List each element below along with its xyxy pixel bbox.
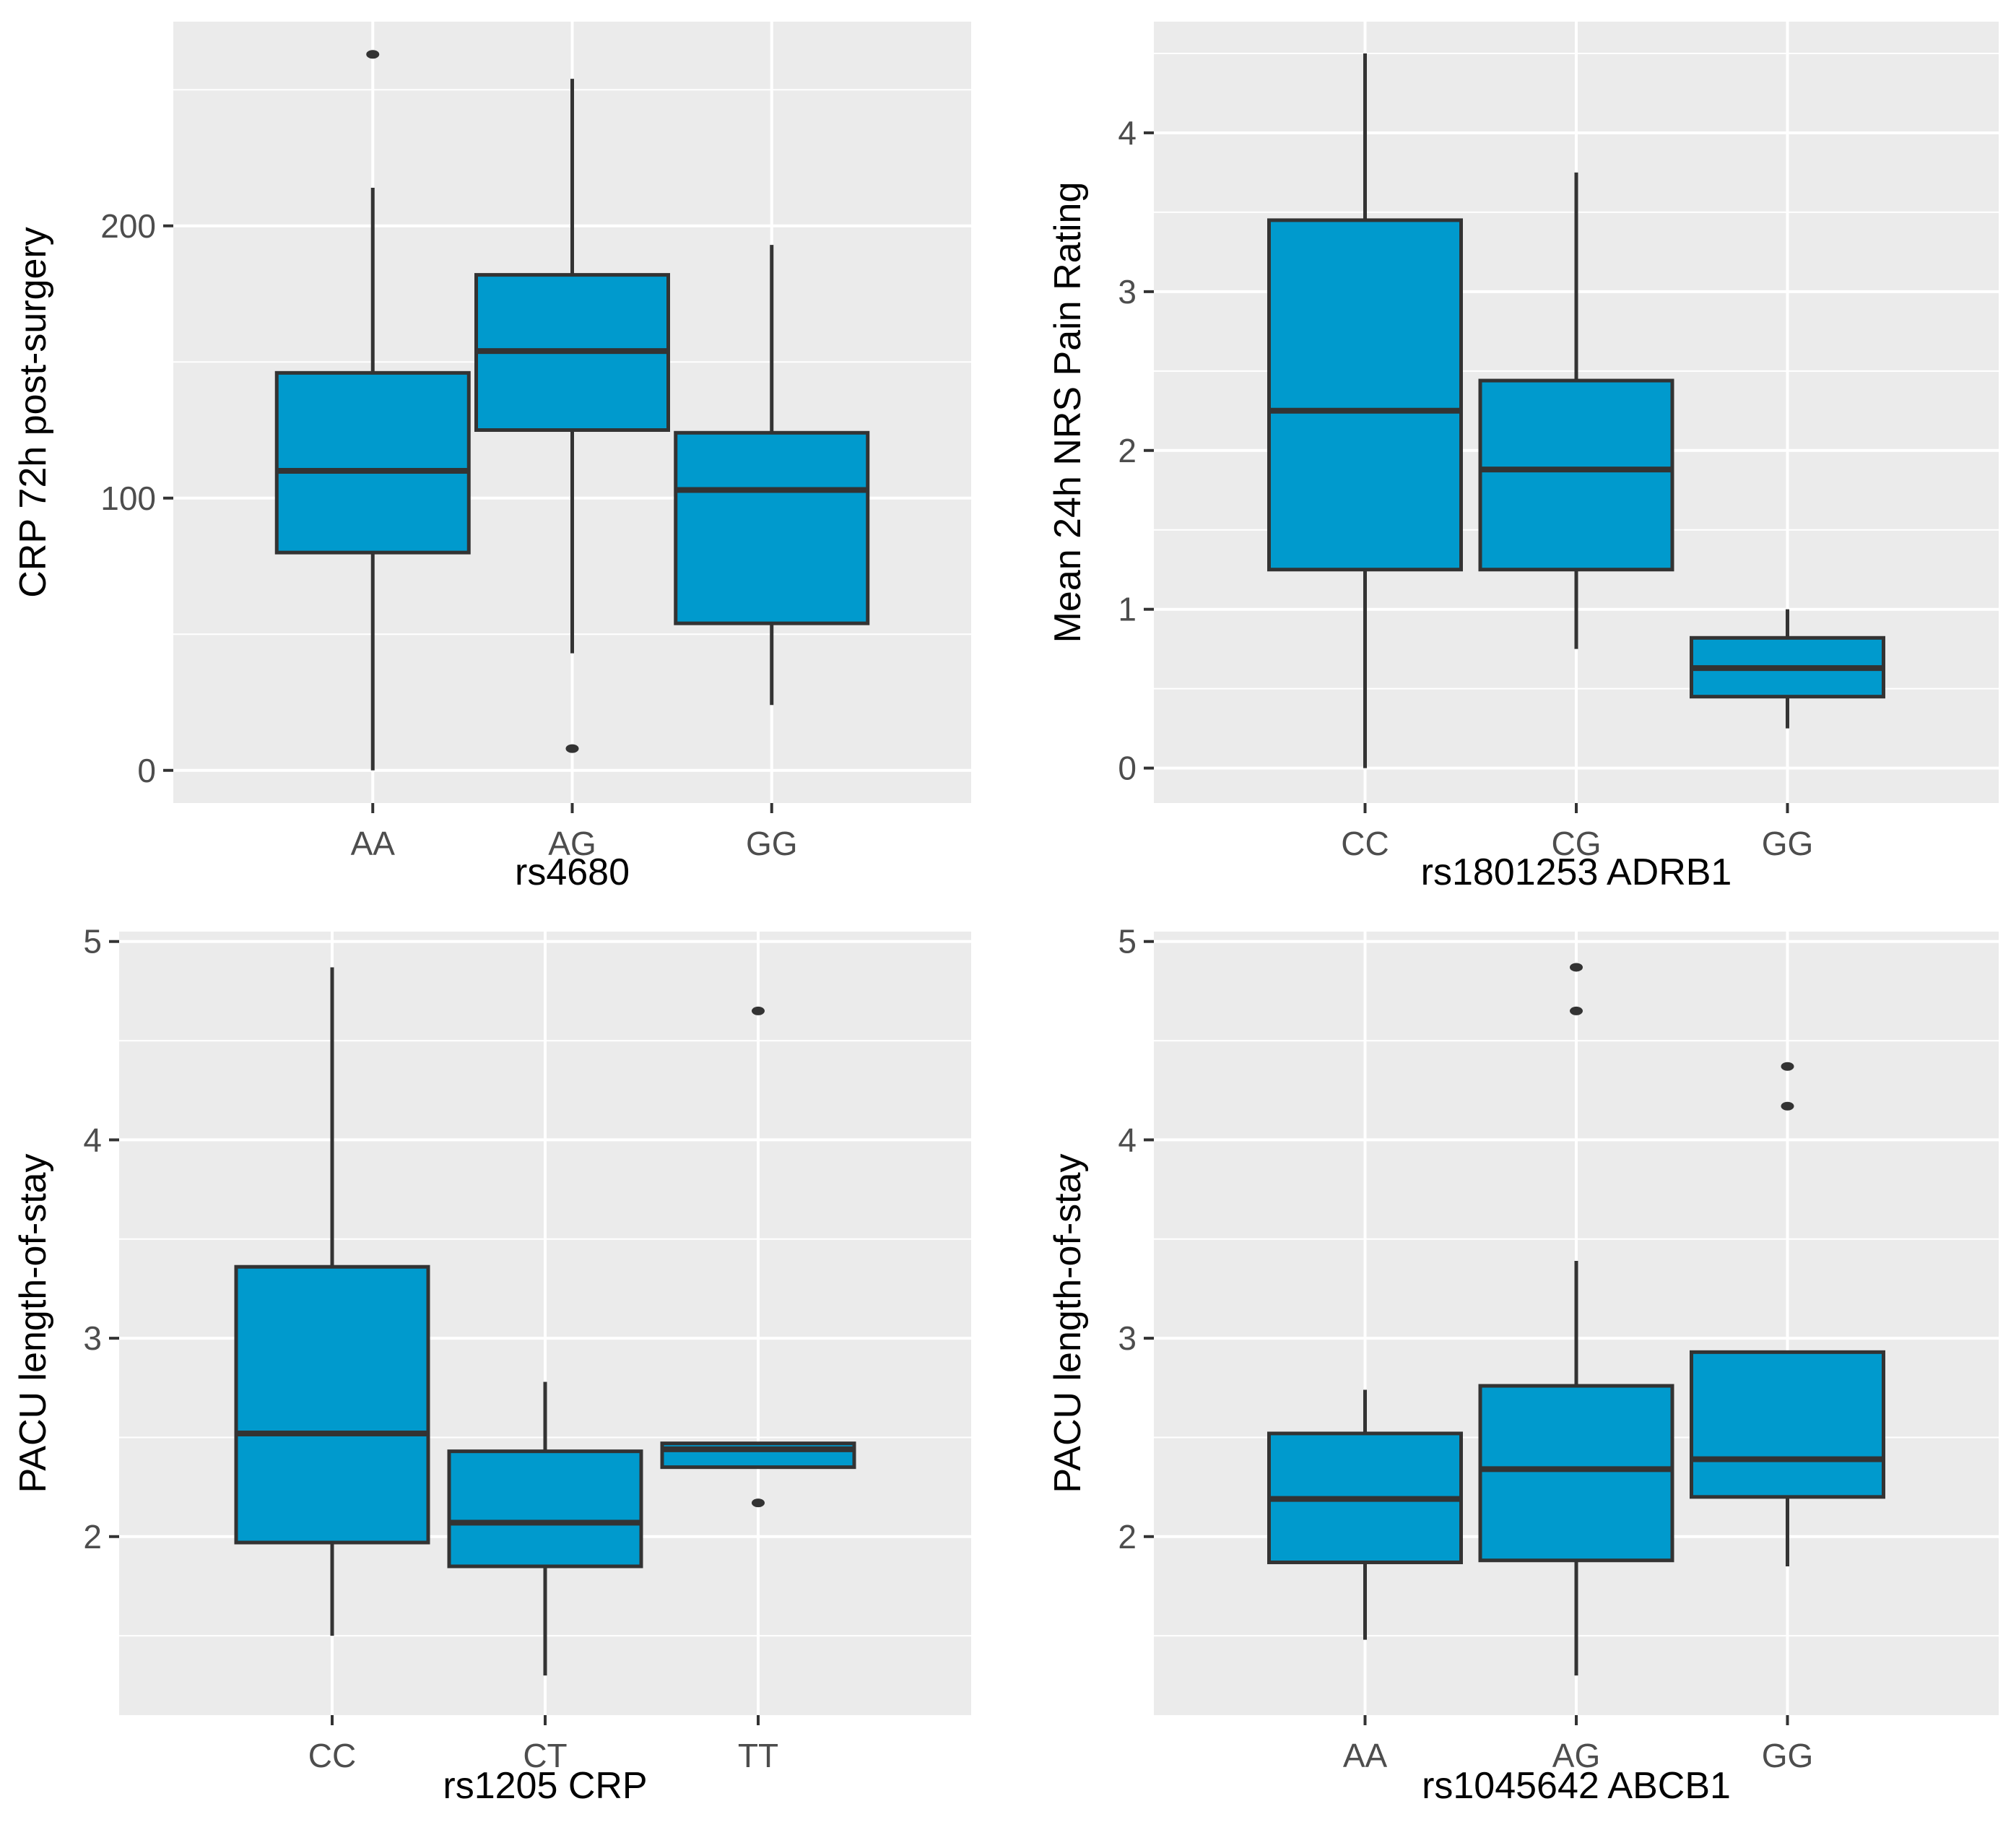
y-tick-label: 5 — [83, 923, 102, 960]
y-tick-label: 100 — [100, 480, 156, 517]
box-iqr — [1478, 378, 1674, 572]
y-tick-label: 2 — [1118, 432, 1137, 469]
y-tick-label: 3 — [83, 1319, 102, 1357]
outlier-point — [1781, 1101, 1794, 1111]
box-cg — [1478, 172, 1674, 649]
y-tick-label: 4 — [1118, 114, 1137, 152]
y-tick-label: 4 — [83, 1121, 102, 1158]
box-iqr — [1478, 1384, 1674, 1563]
outlier-point — [565, 744, 579, 753]
x-tick-label-ag: AG — [1552, 1737, 1600, 1774]
y-tick-label: 3 — [1118, 273, 1137, 311]
x-axis-title: rs1045642 ABCB1 — [1422, 1765, 1731, 1807]
y-tick-label: 2 — [1118, 1518, 1137, 1556]
panel-3: 2 3 4 5 CC CT TT rs1205 CRP PACU length-of-stay — [12, 923, 971, 1807]
outlier-point — [1781, 1062, 1794, 1071]
box-cc — [1267, 53, 1463, 768]
x-axis-title: rs1801253 ADRB1 — [1421, 851, 1732, 893]
y-tick-label: 2 — [83, 1518, 102, 1556]
box-iqr — [674, 430, 870, 625]
y-axis-title: PACU length-of-stay — [1047, 1153, 1089, 1493]
outlier-point — [1570, 1006, 1583, 1015]
panel-2: 0 1 2 3 4 CC CG GG rs1801253 ADRB1 Mean 24h NRS P… — [1047, 22, 1999, 893]
x-axis-title: rs4680 — [515, 851, 630, 893]
box-ag — [1478, 963, 1674, 1676]
y-tick-label: 200 — [100, 207, 156, 245]
outlier-point — [752, 1006, 765, 1015]
x-tick-label-ct: CT — [523, 1737, 567, 1774]
x-tick-label-ag: AG — [548, 825, 596, 862]
x-tick-label-tt: TT — [738, 1737, 778, 1774]
x-tick-label-cg: CG — [1552, 825, 1602, 862]
x-axis-title: rs1205 CRP — [443, 1765, 647, 1807]
x-tick-label-cc: CC — [1341, 825, 1389, 862]
box-iqr — [1690, 1350, 1885, 1499]
x-tick-label-aa: AA — [1343, 1737, 1388, 1774]
outlier-point — [752, 1498, 765, 1508]
box-aa — [1267, 1389, 1463, 1640]
panel-1: 0 100 200 AA AG GG rs4680 CRP 72h post-surgery — [12, 22, 971, 893]
box-aa — [274, 50, 471, 771]
box-ag — [474, 79, 670, 753]
y-axis-title: Mean 24h NRS Pain Rating — [1047, 182, 1089, 643]
y-axis-title: CRP 72h post-surgery — [12, 227, 54, 598]
box-gg — [1690, 609, 1885, 729]
y-tick-label: 4 — [1118, 1121, 1137, 1158]
y-axis-title: PACU length-of-stay — [12, 1153, 54, 1493]
x-tick-label-cc: CC — [308, 1737, 356, 1774]
x-tick-label-gg: GG — [1762, 1737, 1814, 1774]
y-tick-label: 1 — [1118, 591, 1137, 628]
box-gg — [674, 245, 870, 706]
y-tick-label: 0 — [1118, 750, 1137, 787]
y-tick-label: 0 — [137, 752, 156, 789]
box-iqr — [1267, 218, 1463, 572]
box-iqr — [447, 1449, 643, 1569]
x-tick-label-aa: AA — [351, 825, 396, 862]
box-iqr — [234, 1264, 430, 1545]
y-tick-label: 3 — [1118, 1319, 1137, 1357]
box-iqr — [274, 370, 471, 555]
box-cc — [234, 967, 430, 1636]
x-tick-label-gg: GG — [746, 825, 798, 862]
box-gg — [1690, 1062, 1885, 1566]
y-tick-label: 5 — [1118, 923, 1137, 960]
box-tt — [660, 1006, 856, 1508]
x-tick-label-gg: GG — [1762, 825, 1814, 862]
outlier-point — [366, 50, 380, 59]
box-ct — [447, 1381, 643, 1676]
outlier-point — [1570, 963, 1583, 972]
panel-4: 2 3 4 5 AA AG GG rs1045642 ABCB1 PACU length-of-… — [1047, 923, 1999, 1807]
